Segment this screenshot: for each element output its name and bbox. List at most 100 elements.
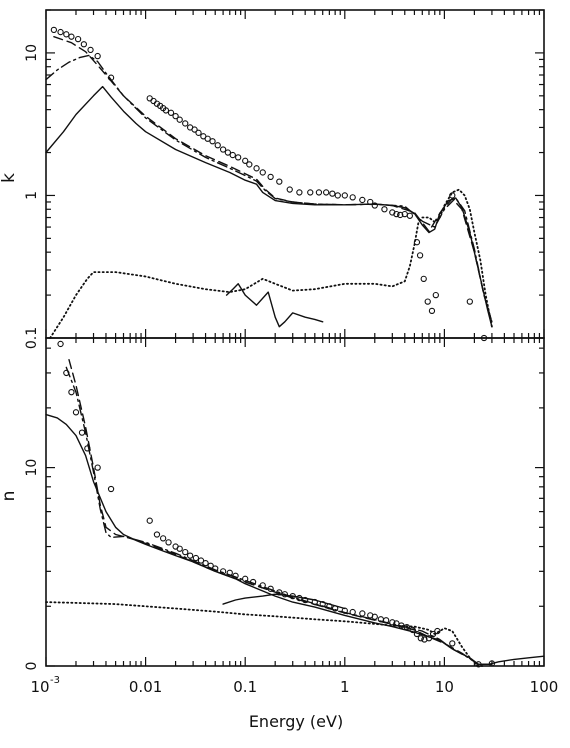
n-measured-point bbox=[475, 661, 482, 668]
n-measured-point bbox=[78, 429, 86, 436]
n-measured-point bbox=[207, 562, 214, 569]
k-dashdot-curve bbox=[45, 54, 493, 323]
x-tick-label: 0.01 bbox=[129, 678, 162, 696]
n-measured-point bbox=[403, 623, 411, 631]
k-measured-point bbox=[393, 210, 400, 218]
k-measured-point bbox=[87, 46, 94, 54]
n-measured-point bbox=[242, 575, 249, 582]
k-measured-point bbox=[214, 142, 221, 149]
n-dotted-curve bbox=[45, 601, 485, 667]
n-measured-point bbox=[153, 531, 161, 538]
k-measured-point bbox=[182, 120, 189, 127]
n-measured-point bbox=[302, 596, 309, 604]
n-measured-point bbox=[232, 572, 239, 579]
x-tick-label: 10 bbox=[435, 678, 454, 696]
n-measured-point bbox=[186, 552, 194, 559]
k-measured-point bbox=[176, 116, 183, 123]
k-measured-point bbox=[359, 196, 366, 204]
x-axis-label: Energy (eV) bbox=[249, 712, 343, 731]
k-measured-point bbox=[57, 28, 64, 36]
k-measured-point bbox=[224, 149, 232, 156]
n-measured-point bbox=[425, 635, 433, 642]
k-measured-point bbox=[315, 189, 323, 196]
n-measured-point bbox=[349, 608, 356, 616]
k-measured-point bbox=[253, 165, 260, 172]
n-measured-point bbox=[68, 389, 75, 396]
n-measured-point bbox=[276, 589, 283, 596]
n-measured-point bbox=[409, 626, 416, 634]
n-dashed-curve bbox=[68, 359, 493, 665]
k-measured-point bbox=[50, 26, 58, 34]
k-axis-label: k bbox=[0, 173, 19, 183]
k-measured-point bbox=[80, 41, 88, 48]
k-measured-point bbox=[416, 252, 424, 259]
k-dashed-curve bbox=[53, 36, 493, 323]
k-measured-point bbox=[286, 186, 293, 193]
n-measured-point bbox=[326, 603, 333, 610]
n-measured-point bbox=[413, 630, 421, 638]
k-measured-point bbox=[349, 194, 356, 201]
k-measured-point bbox=[323, 189, 330, 196]
n-solid-curve bbox=[45, 413, 545, 665]
n-measured-point bbox=[434, 627, 441, 635]
k-measured-point bbox=[94, 52, 101, 60]
n-measured-point bbox=[393, 620, 400, 627]
k-measured-point bbox=[68, 33, 75, 40]
k-measured-point bbox=[267, 173, 274, 181]
k-measured-point bbox=[195, 129, 202, 136]
n-y-tick-label: 10 bbox=[24, 459, 40, 477]
n-measured-point bbox=[226, 569, 233, 576]
n-measured-point bbox=[449, 640, 456, 647]
k-solid-curve bbox=[45, 85, 493, 328]
k-solid-curve bbox=[225, 283, 324, 328]
n-measured-point bbox=[182, 548, 189, 556]
n-measured-point bbox=[72, 409, 80, 416]
k-y-tick-label: 1 bbox=[24, 191, 40, 200]
k-measured-point bbox=[334, 192, 341, 199]
k-measured-point bbox=[420, 275, 427, 282]
n-measured-point bbox=[331, 605, 339, 612]
n-measured-point bbox=[371, 613, 378, 620]
k-measured-point bbox=[209, 138, 216, 145]
n-measured-point bbox=[249, 578, 257, 586]
n-measured-point bbox=[94, 464, 101, 471]
n-solid-curve bbox=[222, 593, 346, 610]
x-tick-label: 0.1 bbox=[233, 678, 257, 696]
n-measured-point bbox=[382, 617, 390, 624]
n-measured-point bbox=[107, 485, 115, 493]
n-y-tick-label: 0 bbox=[24, 662, 40, 671]
k-measured-point bbox=[428, 307, 436, 315]
k-measured-point bbox=[406, 212, 414, 219]
k-measured-point bbox=[167, 109, 175, 116]
n-axis-label: n bbox=[0, 491, 19, 502]
n-measured-point bbox=[146, 517, 153, 524]
k-measured-point bbox=[381, 206, 388, 213]
n-measured-point bbox=[267, 585, 274, 592]
n-measured-point bbox=[197, 557, 205, 564]
n-measured-point bbox=[319, 600, 326, 608]
k-measured-point bbox=[367, 198, 374, 206]
k-panel-frame bbox=[45, 9, 545, 339]
n-measured-point bbox=[359, 610, 366, 617]
x-tick-exponent: -3 bbox=[50, 675, 60, 686]
n-panel-frame bbox=[45, 337, 545, 667]
n-measured-point bbox=[429, 630, 437, 638]
k-measured-point bbox=[329, 190, 336, 197]
n-measured-point bbox=[259, 582, 266, 589]
n-measured-point bbox=[398, 622, 405, 629]
n-measured-point bbox=[341, 607, 348, 614]
k-measured-point bbox=[242, 157, 249, 164]
k-measured-point bbox=[150, 97, 157, 105]
n-measured-point bbox=[219, 568, 227, 575]
n-measured-point bbox=[63, 369, 70, 377]
n-panel-series bbox=[45, 340, 545, 668]
k-measured-point bbox=[219, 146, 227, 153]
k-measured-point bbox=[424, 298, 431, 305]
n-measured-point bbox=[202, 559, 209, 567]
k-measured-point bbox=[432, 291, 439, 299]
k-panel-series bbox=[45, 26, 493, 342]
k-dotted-curve bbox=[49, 188, 493, 339]
